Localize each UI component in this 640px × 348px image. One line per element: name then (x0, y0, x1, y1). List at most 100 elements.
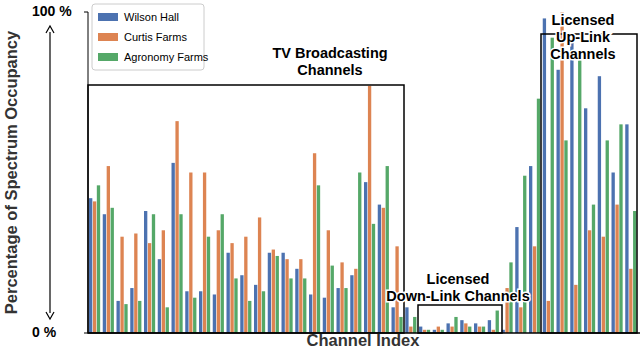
bar (234, 278, 237, 333)
bar (111, 208, 114, 333)
bar (97, 185, 100, 333)
bar (282, 253, 285, 333)
bar (124, 304, 127, 333)
bar (230, 243, 233, 333)
bar (488, 320, 491, 333)
bar (262, 291, 265, 333)
bar (358, 173, 361, 334)
bar (285, 259, 288, 333)
y-tick-label: 0 % (32, 324, 57, 340)
y-axis-label: Percentage of Spectrum Occupancy (2, 30, 20, 314)
bar (120, 237, 123, 333)
bar (337, 288, 340, 333)
bar (193, 298, 196, 333)
bar (474, 323, 477, 333)
annotation-box (541, 34, 637, 333)
bar (386, 166, 389, 333)
bar (378, 205, 381, 333)
bar (629, 269, 632, 333)
bar (564, 140, 567, 333)
bar (148, 243, 151, 333)
bar (405, 307, 408, 333)
bar (633, 211, 636, 333)
bar (468, 327, 471, 333)
bar (138, 301, 141, 333)
bar (523, 176, 526, 333)
bar (537, 99, 540, 333)
bar (107, 166, 110, 333)
bars (89, 12, 636, 333)
bar (103, 214, 106, 333)
bar (496, 311, 499, 333)
bar (240, 275, 243, 333)
bar (213, 294, 216, 333)
bar (134, 233, 137, 333)
bar (368, 86, 371, 333)
bar (478, 327, 481, 333)
bar (533, 246, 536, 333)
bar (144, 211, 147, 333)
annotation-text: Licensed (552, 12, 615, 28)
bar (272, 250, 275, 333)
bar (189, 173, 192, 334)
chart: 0 % 100 % Percentage of Spectrum Occupancy… (0, 0, 640, 348)
legend-swatch (98, 13, 118, 21)
bar (557, 70, 560, 333)
bar (162, 230, 165, 333)
bar (227, 253, 230, 333)
bar (619, 124, 622, 333)
bar (482, 327, 485, 333)
bar (268, 253, 271, 333)
bar (258, 217, 261, 333)
bar (615, 205, 618, 333)
bar (331, 266, 334, 333)
bar (221, 214, 224, 333)
legend-label: Wilson Hall (124, 11, 179, 23)
annotation-box (88, 85, 404, 333)
bar (547, 301, 550, 333)
bar (372, 224, 375, 333)
bar (130, 288, 133, 333)
bar (419, 327, 422, 333)
bar (289, 278, 292, 333)
bar (89, 198, 92, 333)
bar (217, 230, 220, 333)
bar (606, 140, 609, 333)
bar (447, 323, 450, 333)
annotation-text: TV Broadcasting (272, 45, 387, 61)
bar (543, 18, 546, 333)
bar (515, 227, 518, 333)
bar (313, 153, 316, 333)
annotation-text: Channels (550, 46, 615, 62)
bar (172, 163, 175, 333)
annotation-box (418, 305, 502, 333)
bar (570, 38, 573, 333)
bar (340, 262, 343, 333)
bar (185, 291, 188, 333)
bar (454, 317, 457, 333)
bar (382, 208, 385, 333)
bar (203, 173, 206, 334)
annotation-text: Licensed (427, 271, 490, 287)
bar (317, 185, 320, 333)
bar (364, 182, 367, 333)
bar (344, 288, 347, 333)
y-tick-label: 100 % (32, 3, 72, 19)
bar (199, 291, 202, 333)
legend-swatch (98, 53, 118, 61)
bar (93, 201, 96, 333)
bar (612, 173, 615, 334)
bar (299, 259, 302, 333)
bar (248, 301, 251, 333)
bar (303, 278, 306, 333)
annotation-text: Up-Link (556, 29, 611, 45)
annotation-text: Down-Link Channels (386, 288, 529, 304)
arrow-head (46, 26, 54, 33)
bar (450, 327, 453, 333)
bar (392, 307, 395, 333)
bar (588, 230, 591, 333)
bar (598, 76, 601, 333)
bar (207, 237, 210, 333)
bar (175, 121, 178, 333)
bar (166, 307, 169, 333)
